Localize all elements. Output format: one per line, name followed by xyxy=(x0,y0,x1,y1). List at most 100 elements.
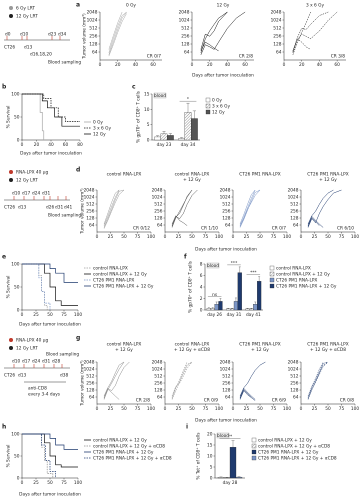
schematic-label: d10 xyxy=(20,32,28,38)
y-tick-label: 0 xyxy=(210,476,213,482)
bar xyxy=(245,308,250,311)
chart-title: control RNA-LPX xyxy=(107,172,142,178)
tumor-growth-line xyxy=(239,189,261,228)
y-tick-label: 20 xyxy=(207,432,213,438)
y-tick-label: 10 xyxy=(207,454,213,460)
tag-box xyxy=(216,432,230,439)
bar xyxy=(160,133,168,141)
x-tick-label: 50 xyxy=(121,406,127,412)
schematic-label: Blood sampling xyxy=(46,352,79,358)
y-tick-label: 512 xyxy=(290,202,298,208)
panel-letter: i xyxy=(186,424,188,431)
bar xyxy=(184,112,192,141)
schematic-label: d10 xyxy=(12,191,20,197)
y-tick-label: 1024 xyxy=(271,18,282,24)
x-tick-label: 100 xyxy=(147,406,155,412)
tumor-growth-line xyxy=(307,215,324,228)
tumor-growth-line xyxy=(108,11,123,50)
schematic-label: d10 xyxy=(12,359,20,365)
survival-curve xyxy=(22,263,51,310)
legend-icon xyxy=(9,6,13,10)
survival-curve xyxy=(22,93,80,127)
chart-title: + 12 Gy + αCD8 xyxy=(310,347,346,353)
x-tick-label: 60 xyxy=(334,62,340,68)
legend-swatch xyxy=(269,271,275,277)
tag-label: blood xyxy=(217,433,229,439)
tumor-growth-line xyxy=(171,189,193,227)
schematic-label: d17 xyxy=(22,359,30,365)
x-tick-label: 25 xyxy=(312,234,318,240)
survival-curve xyxy=(22,263,78,283)
y-axis-label: % gp70⁺ of CD8⁺ T cells xyxy=(188,260,194,313)
y-tick-label: 0 xyxy=(17,308,20,314)
legend-swatch xyxy=(205,109,211,115)
schematic-label: d31 xyxy=(55,205,63,211)
y-tick-label: 1024 xyxy=(84,367,95,373)
x-tick-label: day 41 xyxy=(246,312,261,318)
legend-label: CT26 PM1 RNA-LPX + 12 Gy xyxy=(258,450,319,456)
chart-title: 3 x 6 Gy xyxy=(306,3,324,9)
x-tick-label: 75 xyxy=(339,406,345,412)
x-tick-label: 25 xyxy=(176,234,182,240)
legend-icon xyxy=(9,178,13,182)
tumor-growth-line xyxy=(239,387,256,400)
panel-letter: e xyxy=(2,254,6,261)
x-tick-label: 100 xyxy=(215,406,223,412)
panel-letter: d xyxy=(76,167,80,174)
error-bar xyxy=(238,266,241,273)
legend-label: control RNA-LPX + 12 Gy xyxy=(276,272,330,278)
y-tick-label: 1024 xyxy=(152,195,163,201)
panel-letter: f xyxy=(184,254,187,261)
error-bar xyxy=(227,308,230,309)
tumor-growth-line xyxy=(171,189,198,226)
chart-title: CT26 PM1 RNA-LPX xyxy=(307,172,348,178)
x-tick-label: 0 xyxy=(300,234,303,240)
survival-curve xyxy=(22,433,78,450)
error-bar xyxy=(250,308,253,309)
y-tick-label: 256 xyxy=(154,381,162,387)
y-tick-label: 2 xyxy=(200,296,203,302)
schematic-label: 12 Gy LRT xyxy=(16,178,38,184)
error-bar xyxy=(234,297,237,302)
schematic-label: RNA-LPX 40 µg xyxy=(16,170,48,176)
y-tick-label: 512 xyxy=(86,202,94,208)
legend-swatch xyxy=(251,455,257,461)
y-tick-label: 256 xyxy=(86,381,94,387)
schematic-label: d13 xyxy=(18,205,26,211)
x-tick-label: 40 xyxy=(133,62,139,68)
legend-label: control RNA-LPX + 12 Gy xyxy=(258,438,312,444)
legend-swatch xyxy=(251,443,257,449)
legend-icon xyxy=(9,14,13,18)
schematic-label: d23 xyxy=(48,32,56,38)
significance-label: *** xyxy=(231,260,238,266)
error-bar xyxy=(162,131,166,134)
legend-icon xyxy=(9,338,13,342)
bar xyxy=(210,308,215,311)
chart-title: + 12 Gy xyxy=(251,347,269,353)
survival-curve xyxy=(22,263,78,306)
y-tick-label: 4 xyxy=(200,285,203,291)
error-bar xyxy=(246,308,249,309)
x-axis-label: Days after tumor inoculation xyxy=(195,247,257,253)
x-axis-label: Days after tumor inoculation xyxy=(195,418,257,424)
x-tick-label: day 23 xyxy=(157,142,172,148)
y-tick-label: 128 xyxy=(273,42,281,48)
x-tick-label: 75 xyxy=(271,234,277,240)
schematic-label: d31 xyxy=(42,191,50,197)
y-tick-label: 64 xyxy=(276,50,282,56)
bar xyxy=(167,135,174,141)
annotation: CR 0/7 xyxy=(272,226,287,232)
schematic-label: Blood sampling xyxy=(48,213,81,219)
legend-label: control RNA-LPX + 12 Gy + αCD8 xyxy=(258,444,330,450)
bar xyxy=(257,281,262,311)
y-tick-label: 512 xyxy=(290,374,298,380)
schematic-label: d13 xyxy=(18,373,26,379)
tumor-growth-line xyxy=(307,361,329,399)
survival-curve xyxy=(22,93,45,140)
tumor-growth-line xyxy=(200,11,228,53)
x-tick-label: day 34 xyxy=(181,142,196,148)
tumor-growth-line xyxy=(307,361,324,397)
x-tick-label: 75 xyxy=(203,234,209,240)
bar xyxy=(206,308,211,311)
annotation: CR 6/9 xyxy=(272,398,287,404)
